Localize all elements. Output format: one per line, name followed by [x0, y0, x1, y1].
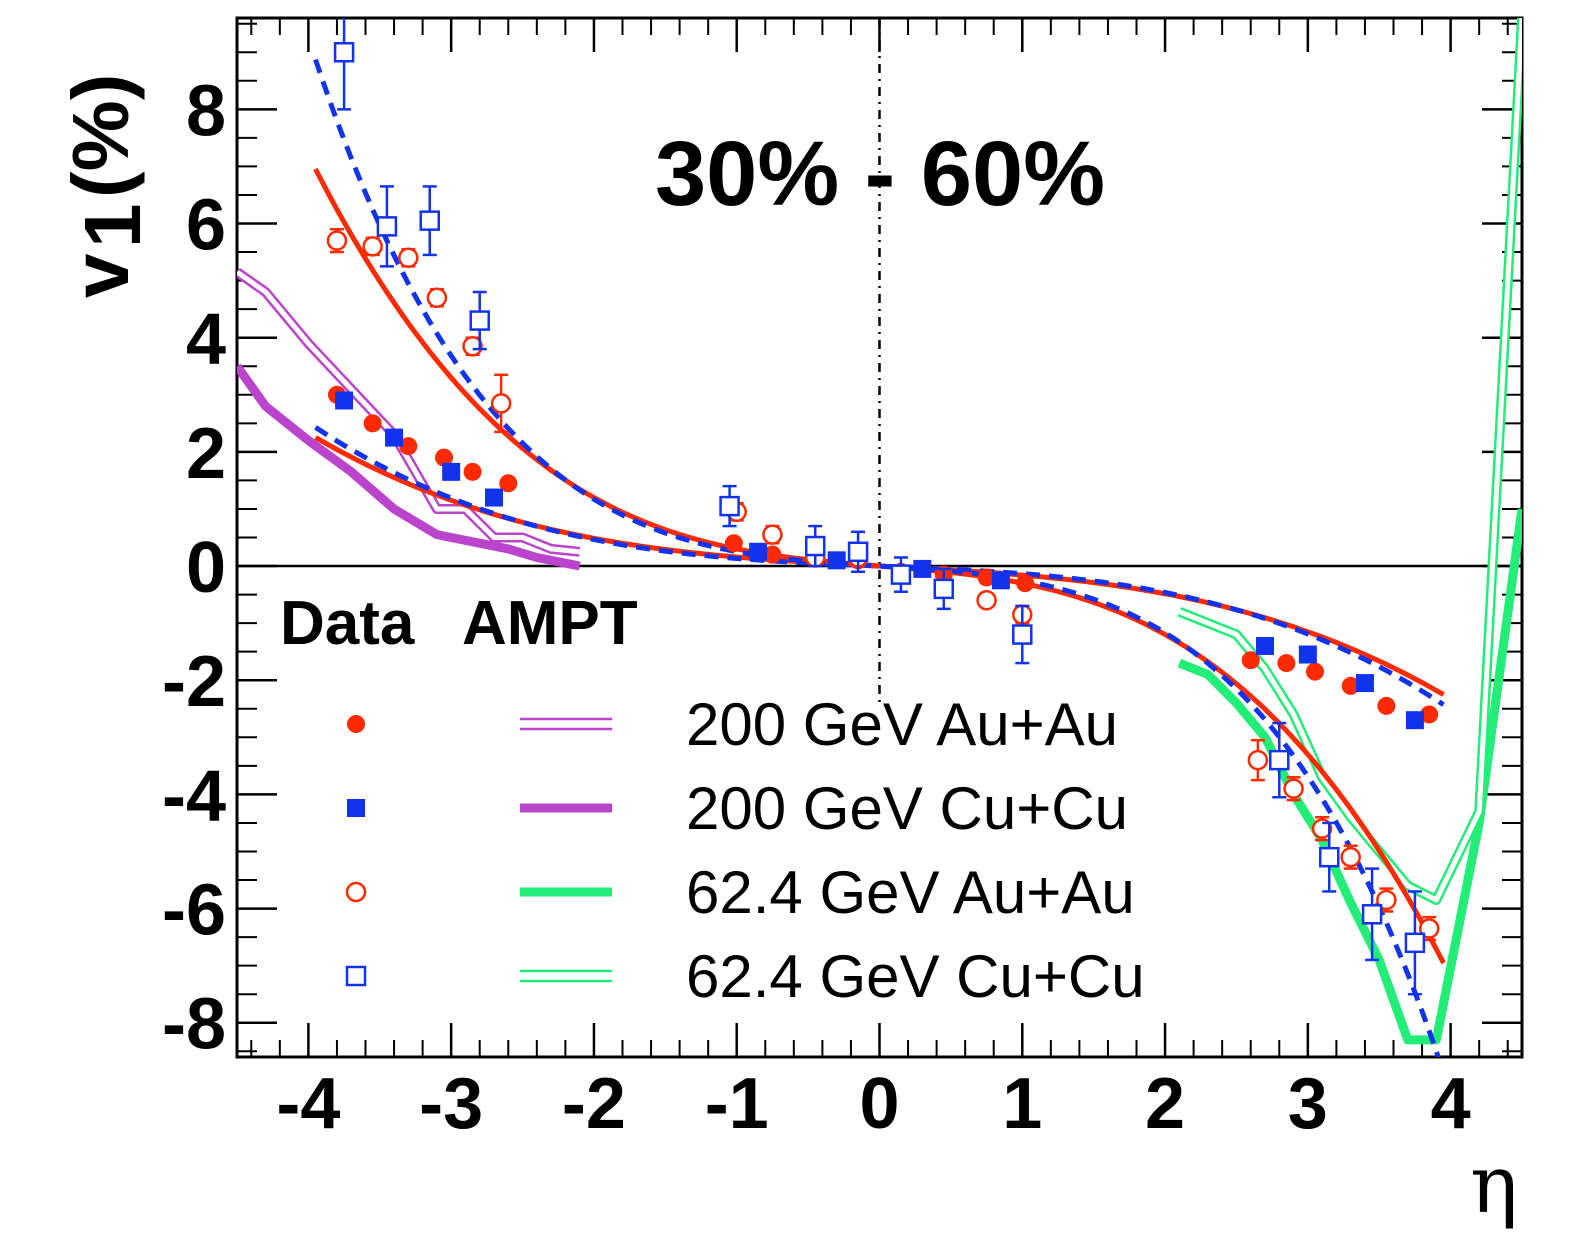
- x-tick-label: -4: [276, 1064, 340, 1144]
- fit-curve-dashed: [314, 425, 1445, 707]
- data-point-open-square: [333, 42, 355, 63]
- tick-labels: -4 -3 -2 -1 0 1 2 3 4 -8 -6 -4 -2 0 2 4 6 8: [162, 71, 1471, 1144]
- data-point-open-square: [1012, 624, 1033, 645]
- data-point-open-square: [469, 310, 490, 331]
- data-point-filled-circle: [977, 568, 996, 587]
- data-point-filled-square: [827, 551, 846, 570]
- y-tick-label: 6: [186, 186, 226, 266]
- ampt-curve-thick: [1177, 508, 1522, 1045]
- y-axis-title: v 1 (%): [56, 74, 157, 298]
- data-point-filled-circle: [399, 437, 418, 456]
- data-point-filled-square: [335, 391, 354, 410]
- data-point-open-square: [1319, 846, 1340, 868]
- data-point-open-square: [1361, 904, 1383, 925]
- data-point-open-circle: [490, 393, 512, 414]
- ampt-curve-thick: [237, 363, 581, 571]
- legend-label: 62.4 GeV Cu+Cu: [686, 943, 1145, 1010]
- data-point-filled-circle: [1277, 654, 1296, 673]
- data-point-filled-square: [385, 428, 404, 447]
- data-point-open-circle: [1340, 846, 1361, 868]
- data-point-filled-square: [442, 462, 461, 481]
- x-tick-label: 1: [1002, 1064, 1042, 1144]
- data-point-open-square: [1269, 749, 1290, 771]
- data-point-filled-square: [749, 542, 768, 561]
- data-point-open-circle: [362, 236, 383, 257]
- data-point-open-circle: [398, 247, 419, 269]
- data-point-filled-circle: [435, 448, 454, 467]
- data-point-filled-circle: [463, 462, 482, 481]
- x-tick-label: 0: [859, 1064, 899, 1144]
- data-point-open-circle: [426, 287, 448, 308]
- data-point-filled-circle: [1377, 696, 1396, 715]
- data-point-filled-circle: [763, 545, 782, 564]
- x-tick-label: -1: [705, 1064, 769, 1144]
- data-point-filled-circle: [1341, 676, 1360, 695]
- data-point-filled-square: [991, 571, 1010, 590]
- ampt-curve-double-inner: [237, 269, 580, 555]
- data-point-filled-circle: [1241, 651, 1260, 670]
- x-tick-label: 2: [1145, 1064, 1185, 1144]
- y-tick-label: 2: [186, 414, 226, 494]
- data-point-filled-square: [1355, 674, 1374, 693]
- data-point-open-square: [1404, 932, 1426, 954]
- legend-header-ampt: AMPT: [462, 589, 638, 658]
- data-point-filled-square: [1256, 636, 1274, 655]
- data-point-filled-square: [1298, 645, 1317, 664]
- data-point-open-circle: [976, 590, 997, 611]
- ampt-curve-double-inner: [1178, 18, 1522, 903]
- data-point-open-circle: [326, 230, 348, 251]
- y-axis-title-main: v: [56, 253, 145, 298]
- data-point-open-square: [805, 535, 826, 557]
- data-point-filled-square: [913, 559, 932, 578]
- y-tick-label: -4: [162, 756, 226, 836]
- data-point-filled-circle: [1016, 574, 1035, 593]
- legend-header-data: Data: [280, 589, 415, 658]
- data-point-open-square: [933, 578, 954, 600]
- y-axis-title-unit: (%): [56, 74, 145, 198]
- data-point-filled-square: [1405, 711, 1424, 730]
- data-point-filled-circle: [363, 414, 382, 433]
- data-point-open-square: [719, 495, 740, 517]
- data-point-filled-circle: [1420, 705, 1439, 724]
- x-tick-label: -3: [419, 1064, 483, 1144]
- y-tick-label: 0: [186, 528, 226, 608]
- data-point-open-square: [376, 216, 398, 237]
- data-point-filled-circle: [724, 534, 743, 553]
- x-axis-title: η: [1470, 1138, 1518, 1231]
- legend-label: 62.4 GeV Au+Au: [686, 859, 1135, 926]
- y-tick-label: 8: [186, 71, 226, 151]
- data-point-filled-circle: [499, 474, 518, 493]
- y-axis-title-subscript: 1: [68, 204, 157, 249]
- data-point-open-square: [890, 564, 912, 585]
- legend-marker-open-circle: [345, 881, 367, 903]
- data-point-filled-circle: [1305, 662, 1324, 681]
- legend-label: 200 GeV Cu+Cu: [686, 775, 1128, 842]
- legend-label: 200 GeV Au+Au: [686, 691, 1118, 758]
- data-points: [326, 18, 1440, 996]
- data-point-open-circle: [1247, 749, 1269, 771]
- x-tick-label: -2: [562, 1064, 626, 1144]
- data-point-filled-square: [485, 488, 503, 507]
- ampt-model-curves: [237, 18, 1522, 1045]
- centrality-annotation: 30% - 60%: [655, 123, 1105, 225]
- data-point-open-circle: [1283, 778, 1304, 799]
- data-point-open-circle: [762, 524, 783, 545]
- y-tick-label: 4: [186, 300, 226, 380]
- legend-marker-filled-circle: [347, 715, 365, 733]
- data-point-open-square: [847, 541, 869, 563]
- data-point-open-circle: [462, 336, 483, 357]
- legend: Data AMPT 200 GeV Au+Au 200 GeV Cu+Cu 62.4…: [280, 589, 1145, 1010]
- fit-curve-dashed: [313, 58, 1441, 1057]
- y-tick-label: -8: [162, 985, 226, 1065]
- y-tick-label: -2: [162, 642, 226, 722]
- legend-marker-open-square: [345, 965, 367, 987]
- legend-marker-filled-square: [347, 799, 365, 817]
- y-tick-label: -6: [162, 871, 226, 951]
- x-tick-label: 4: [1431, 1064, 1471, 1144]
- data-point-open-square: [419, 210, 440, 231]
- x-tick-label: 3: [1288, 1064, 1328, 1144]
